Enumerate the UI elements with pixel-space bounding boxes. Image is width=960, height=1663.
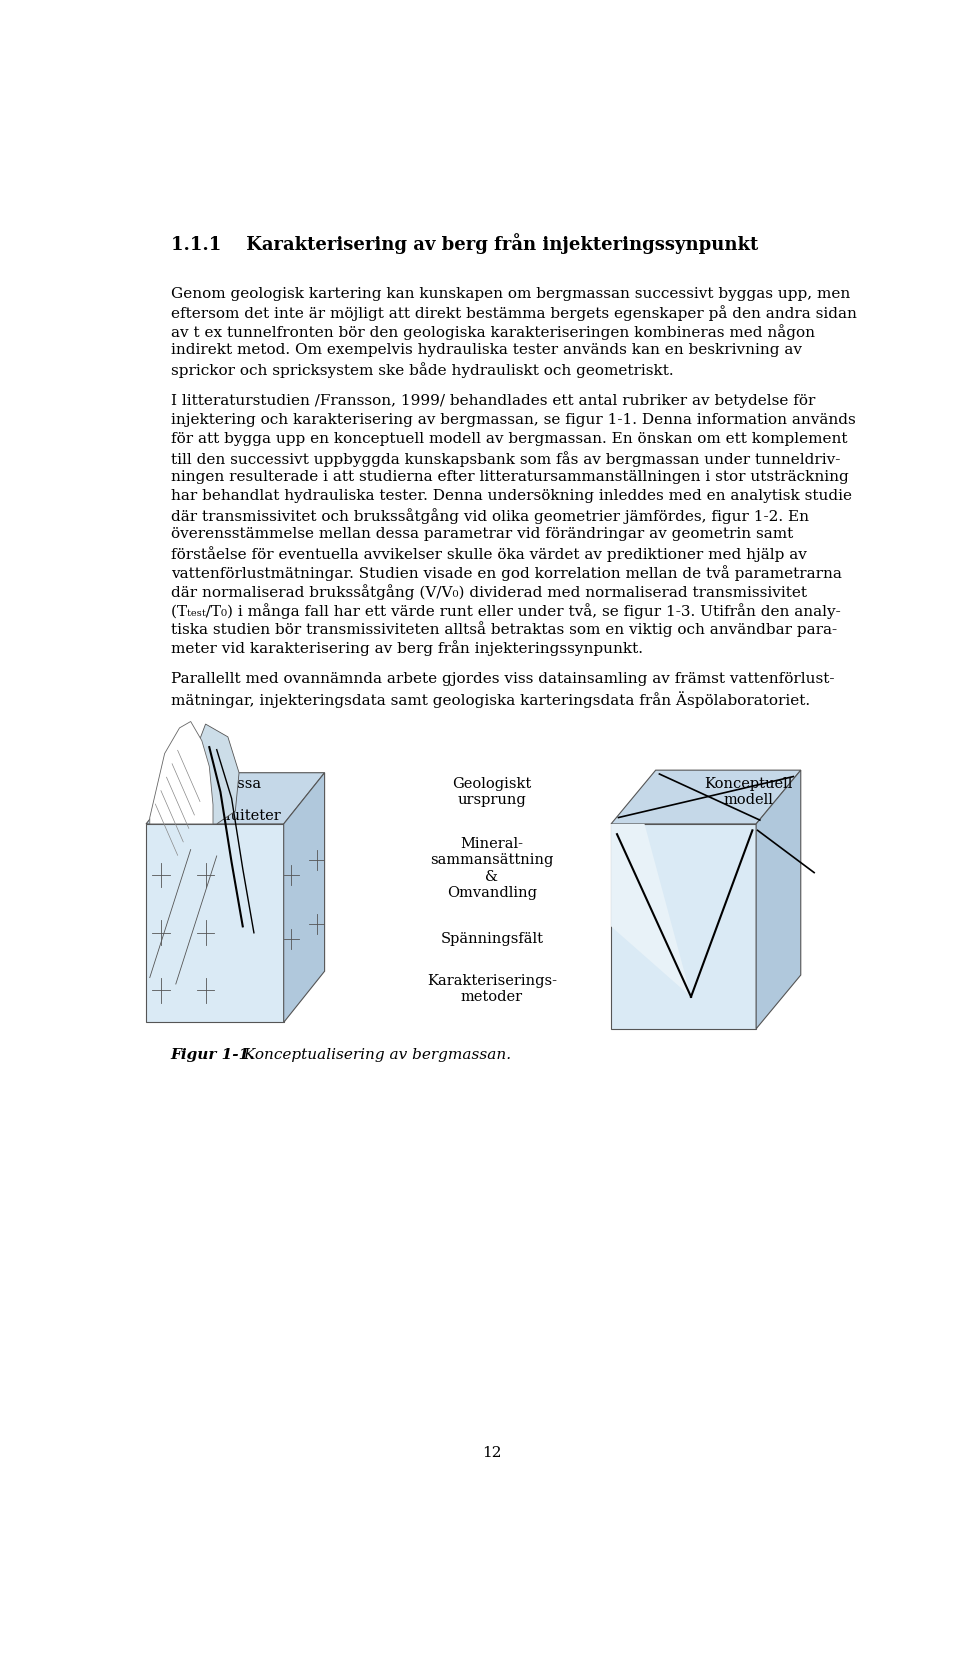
Text: Figur 1-1.: Figur 1-1. xyxy=(171,1048,255,1063)
Text: ningen resulterade i att studierna efter litteratursammanställningen i stor utst: ningen resulterade i att studierna efter… xyxy=(171,471,849,484)
Text: tiska studien bör transmissiviteten alltså betraktas som en viktig och användbar: tiska studien bör transmissiviteten allt… xyxy=(171,622,837,637)
Polygon shape xyxy=(146,823,284,1023)
Text: meter vid karakterisering av berg från injekteringssynpunkt.: meter vid karakterisering av berg från i… xyxy=(171,640,642,657)
Text: Karakteriserings-
metoder: Karakteriserings- metoder xyxy=(427,973,557,1004)
Polygon shape xyxy=(756,770,801,1029)
Text: sprickor och spricksystem ske både hydrauliskt och geometriskt.: sprickor och spricksystem ske både hydra… xyxy=(171,363,673,378)
Text: indirekt metod. Om exempelvis hydrauliska tester används kan en beskrivning av: indirekt metod. Om exempelvis hydraulisk… xyxy=(171,344,802,358)
Text: av t ex tunnelfronten bör den geologiska karakteriseringen kombineras med någon: av t ex tunnelfronten bör den geologiska… xyxy=(171,324,815,341)
Polygon shape xyxy=(611,823,756,1029)
Text: 12: 12 xyxy=(482,1445,502,1460)
Polygon shape xyxy=(611,770,801,823)
Text: förståelse för eventuella avvikelser skulle öka värdet av prediktioner med hjälp: förståelse för eventuella avvikelser sku… xyxy=(171,545,806,562)
Text: Spänningsfält: Spänningsfält xyxy=(441,931,543,946)
Text: I litteraturstudien /Fransson, 1999/ behandlades ett antal rubriker av betydelse: I litteraturstudien /Fransson, 1999/ beh… xyxy=(171,394,815,407)
Text: injektering och karakterisering av bergmassan, se figur 1-1. Denna information a: injektering och karakterisering av bergm… xyxy=(171,412,855,427)
Text: eftersom det inte är möjligt att direkt bestämma bergets egenskaper på den andra: eftersom det inte är möjligt att direkt … xyxy=(171,306,856,321)
Text: Mineral-
sammansättning
&
Omvandling: Mineral- sammansättning & Omvandling xyxy=(430,836,554,900)
Text: Genom geologisk kartering kan kunskapen om bergmassan successivt byggas upp, men: Genom geologisk kartering kan kunskapen … xyxy=(171,286,850,301)
Text: Bergmassa
&
Diskontinuiteter: Bergmassa & Diskontinuiteter xyxy=(159,777,281,823)
Text: Geologiskt
ursprung: Geologiskt ursprung xyxy=(452,777,532,807)
Text: där transmissivitet och brukssåtgång vid olika geometrier jämfördes, figur 1-2. : där transmissivitet och brukssåtgång vid… xyxy=(171,507,808,524)
Text: till den successivt uppbyggda kunskapsbank som fås av bergmassan under tunneldri: till den successivt uppbyggda kunskapsba… xyxy=(171,451,840,467)
Text: Konceptuell
modell: Konceptuell modell xyxy=(705,777,793,807)
Text: mätningar, injekteringsdata samt geologiska karteringsdata från Äspölaboratoriet: mätningar, injekteringsdata samt geologi… xyxy=(171,692,809,708)
Polygon shape xyxy=(191,723,239,823)
Text: vattenförlustmätningar. Studien visade en god korrelation mellan de två parametr: vattenförlustmätningar. Studien visade e… xyxy=(171,565,842,580)
Polygon shape xyxy=(611,823,691,996)
Text: 1.1.1    Karakterisering av berg från injekteringssynpunkt: 1.1.1 Karakterisering av berg från injek… xyxy=(171,233,757,254)
Text: (Tₜₑₛₜ/T₀) i många fall har ett värde runt eller under två, se figur 1-3. Utifrå: (Tₜₑₛₜ/T₀) i många fall har ett värde ru… xyxy=(171,602,840,619)
Text: för att bygga upp en konceptuell modell av bergmassan. En önskan om ett kompleme: för att bygga upp en konceptuell modell … xyxy=(171,432,847,446)
Polygon shape xyxy=(146,773,324,823)
Text: överensstämmelse mellan dessa parametrar vid förändringar av geometrin samt: överensstämmelse mellan dessa parametrar… xyxy=(171,527,793,540)
Text: Parallellt med ovannämnda arbete gjordes viss datainsamling av främst vattenförl: Parallellt med ovannämnda arbete gjordes… xyxy=(171,672,834,687)
Text: Konceptualisering av bergmassan.: Konceptualisering av bergmassan. xyxy=(239,1048,511,1063)
Polygon shape xyxy=(150,722,213,823)
Text: där normaliserad brukssåtgång (V/V₀) dividerad med normaliserad transmissivitet: där normaliserad brukssåtgång (V/V₀) div… xyxy=(171,584,806,600)
Text: har behandlat hydrauliska tester. Denna undersökning inleddes med en analytisk s: har behandlat hydrauliska tester. Denna … xyxy=(171,489,852,502)
Polygon shape xyxy=(284,773,324,1023)
